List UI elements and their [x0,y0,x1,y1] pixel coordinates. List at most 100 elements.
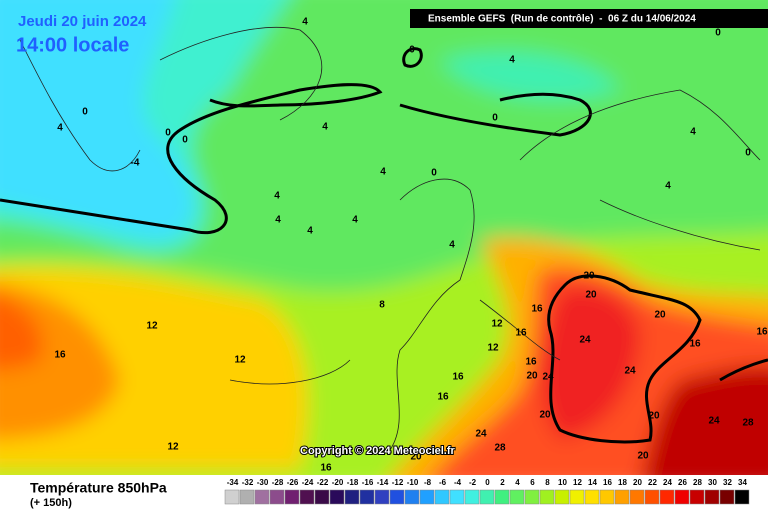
colorbar-label: 28 [693,478,702,487]
copyright: Copyright © 2024 Meteociel.fr [300,445,456,457]
colorbar-cell [419,489,435,505]
colorbar-label: 10 [558,478,567,487]
colorbar-label: -4 [454,478,462,487]
colorbar-label: 16 [603,478,612,487]
colorbar-cell [659,489,675,505]
colorbar-label: 14 [588,478,597,487]
colorbar-label: -20 [332,478,344,487]
contour-label: 12 [167,442,179,453]
colorbar-cell [359,489,375,505]
contour-label: 4 [275,215,281,226]
contour-label: 16 [54,350,66,361]
contour-label: 16 [531,304,543,315]
contour-label: 4 [274,191,280,202]
lead-time: (+ 150h) [30,497,72,509]
colorbar-cell [689,489,705,505]
contour-label: 4 [352,215,358,226]
colorbar-label: 34 [738,478,747,487]
colorbar-cell [554,489,570,505]
colorbar-cell [449,489,465,505]
contour-label: 0 [182,135,188,146]
colorbar-label: 32 [723,478,732,487]
contour-label: 28 [742,418,754,429]
colorbar-label: 6 [530,478,535,487]
colorbar-cell [539,489,555,505]
colorbar-label: 20 [633,478,642,487]
contour-label: 20 [583,271,595,282]
colorbar-cell [329,489,345,505]
contour-label: 0 [715,28,721,39]
colorbar-label: -2 [469,478,477,487]
colorbar-label: -12 [392,478,404,487]
contour-label: 4 [380,167,386,178]
colorbar-cell [344,489,360,505]
forecast-time: 14:00 locale [16,34,129,56]
contour-label: 20 [410,452,422,463]
contour-label: 4 [449,240,455,251]
contour-label: -4 [131,158,140,169]
contour-label: 24 [475,429,487,440]
colorbar-cell [389,489,405,505]
colorbar-cell [254,489,270,505]
contour-label: 16 [756,327,768,338]
colorbar-label: -24 [302,478,314,487]
contour-label: 24 [579,335,591,346]
temperature-field [0,0,768,490]
contour-label: 24 [542,372,554,383]
colorbar-label: 2 [500,478,505,487]
colorbar-label: -22 [317,478,329,487]
colorbar-label: 4 [515,478,520,487]
contour-label: 0 [745,148,751,159]
colorbar-label: -6 [439,478,447,487]
colorbar-cell [314,489,330,505]
contour-label: 12 [234,355,246,366]
colorbar-label: 18 [618,478,627,487]
colorbar-label: -26 [287,478,299,487]
contour-label: 0 [82,107,88,118]
colorbar-label: 0 [485,478,490,487]
colorbar-cell [404,489,420,505]
colorbar-label: -32 [242,478,254,487]
colorbar-cell [464,489,480,505]
colorbar-label: -10 [407,478,419,487]
colorbar-label: 24 [663,478,672,487]
run-info: Ensemble GEFS (Run de contrôle) - 06 Z d… [428,14,696,25]
field-title: Température 850hPa [30,480,167,496]
contour-label: 0 [165,128,171,139]
colorbar-cell [509,489,525,505]
colorbar-cell [644,489,660,505]
contour-label: 20 [637,451,649,462]
colorbar-label: -34 [227,478,239,487]
contour-label: 12 [487,343,499,354]
colorbar-cell [629,489,645,505]
contour-label: 8 [379,300,385,311]
colorbar: -34 -32 -30 -28 -26 -24 -22 -20 -18 -16 -14 -12 -10-… [224,478,750,505]
colorbar-cell [284,489,300,505]
contour-label: 16 [515,328,527,339]
contour-label: 0 [409,45,415,56]
contour-label: 28 [494,443,506,454]
colorbar-label: -28 [272,478,284,487]
colorbar-label: 26 [678,478,687,487]
contour-label: 4 [302,17,308,28]
colorbar-label: -14 [377,478,389,487]
colorbar-cell [704,489,720,505]
coastlines [19,27,761,451]
contour-label: 12 [146,321,158,332]
contour-label: 0 [492,113,498,124]
contour-label: 20 [539,410,551,421]
contour-label: 24 [624,366,636,377]
contour-label: 4 [307,226,313,237]
colorbar-cell [584,489,600,505]
colorbar-cell [239,489,255,505]
forecast-date: Jeudi 20 juin 2024 [18,13,147,30]
colorbar-label: 12 [573,478,582,487]
colorbar-cell [734,489,750,505]
contour-label: 16 [320,463,332,474]
contour-label: 20 [526,371,538,382]
colorbar-cell [599,489,615,505]
contour-label: 4 [57,123,63,134]
contour-label: 16 [689,339,701,350]
